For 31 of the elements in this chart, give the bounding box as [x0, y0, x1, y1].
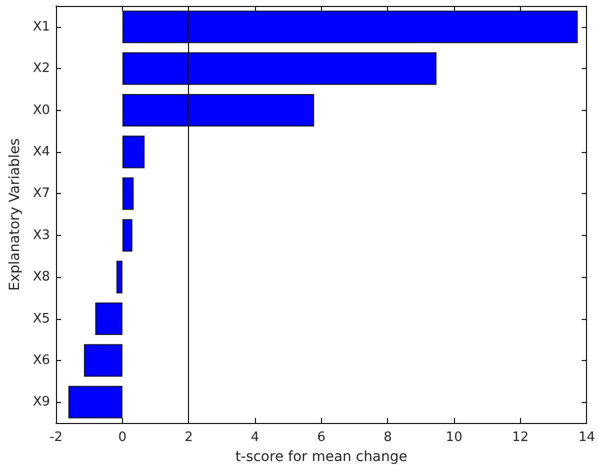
- bar: [68, 386, 122, 418]
- y-tick-label: X8: [32, 270, 50, 285]
- y-tick-label: X4: [32, 144, 50, 160]
- y-tick-label: X7: [32, 186, 50, 202]
- y-tick-label: X6: [32, 352, 50, 368]
- bar: [84, 344, 122, 377]
- x-tick-label: 0: [118, 430, 127, 445]
- y-tick-label: X5: [32, 311, 50, 326]
- x-tick-label: 10: [446, 430, 462, 445]
- y-axis-title: Explanatory Variables: [7, 138, 23, 291]
- x-tick-label: -2: [50, 430, 63, 445]
- x-tick-label: 2: [184, 430, 193, 445]
- bar: [95, 302, 122, 336]
- y-tick-label: X2: [32, 61, 50, 76]
- bar: [122, 177, 134, 210]
- bar: [122, 94, 314, 127]
- y-tick-label: X1: [32, 19, 50, 34]
- y-tick-label: X9: [32, 394, 50, 410]
- y-tick-label: X0: [32, 102, 50, 118]
- x-tick-label: 14: [578, 430, 595, 445]
- bar: [116, 260, 122, 294]
- x-tick-label: 4: [250, 430, 260, 445]
- x-axis-title: t-score for mean change: [235, 449, 408, 465]
- y-tick-label: X3: [32, 228, 50, 243]
- bar: [122, 10, 578, 44]
- bar: [122, 219, 132, 252]
- x-tick-label: 6: [317, 430, 326, 445]
- bar: [122, 136, 145, 168]
- x-tick-label: 8: [384, 430, 392, 445]
- x-tick-label: 12: [512, 430, 529, 445]
- bar: [122, 52, 436, 85]
